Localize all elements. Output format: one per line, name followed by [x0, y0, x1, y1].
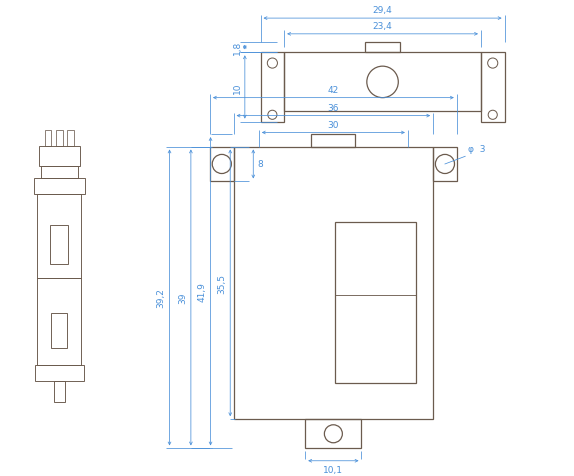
Text: 8: 8 — [257, 160, 263, 169]
Text: 10: 10 — [232, 82, 242, 93]
Bar — [37, 278, 82, 366]
Bar — [56, 131, 63, 147]
Bar — [481, 53, 505, 122]
Bar — [51, 225, 68, 265]
Bar — [433, 147, 457, 182]
Bar — [67, 131, 74, 147]
Text: 41,9: 41,9 — [197, 282, 207, 302]
Bar — [34, 178, 84, 194]
Text: 30: 30 — [328, 121, 339, 130]
Text: 23,4: 23,4 — [373, 22, 393, 31]
Bar — [41, 166, 78, 178]
Bar — [261, 53, 284, 122]
Bar — [54, 381, 65, 402]
Text: 10,1: 10,1 — [323, 465, 343, 474]
Bar — [210, 147, 234, 182]
Bar — [284, 53, 481, 112]
Text: 39: 39 — [178, 292, 187, 304]
Bar — [34, 366, 84, 381]
Text: 35,5: 35,5 — [218, 273, 226, 293]
Text: 1,8: 1,8 — [232, 41, 242, 55]
Bar — [37, 194, 82, 278]
Text: 29,4: 29,4 — [373, 6, 393, 15]
Text: φ  3: φ 3 — [468, 145, 486, 154]
Bar — [305, 419, 362, 448]
Text: 42: 42 — [328, 86, 339, 95]
Bar — [335, 223, 416, 383]
Text: 36: 36 — [328, 104, 339, 113]
Bar — [52, 314, 67, 348]
Bar — [234, 147, 433, 419]
Text: 39,2: 39,2 — [156, 288, 165, 308]
Bar — [312, 135, 355, 147]
Bar — [365, 43, 400, 53]
Bar — [45, 131, 52, 147]
Bar — [39, 147, 80, 166]
